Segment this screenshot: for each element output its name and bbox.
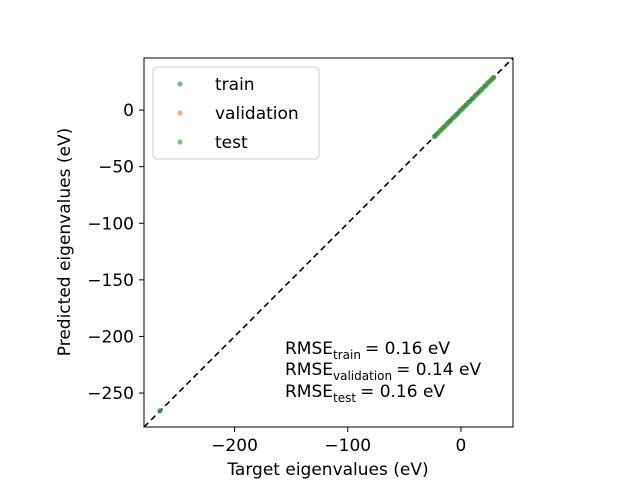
rmse-validation-annotation: RMSEvalidation = 0.14 eV (285, 360, 481, 383)
data-point-test (157, 408, 163, 414)
y-axis-label: Predicted eigenvalues (eV) (55, 128, 75, 356)
rmse-test-annotation: RMSEtest = 0.16 eV (285, 382, 445, 405)
y-tick-label: −50 (98, 158, 134, 178)
rmse-train-value: = 0.16 eV (365, 339, 450, 359)
rmse-validation-base: RMSE (285, 360, 333, 380)
legend-marker-test (177, 139, 183, 145)
legend-box (152, 66, 320, 160)
x-axis-label: Target eigenvalues (eV) (226, 460, 428, 480)
legend-label-train: train (215, 75, 255, 95)
rmse-validation-value: = 0.14 eV (396, 360, 481, 380)
rmse-train-subscript: train (333, 348, 361, 362)
x-tick-label: −100 (324, 436, 371, 456)
rmse-train-base: RMSE (285, 339, 333, 359)
rmse-test-value: = 0.16 eV (360, 382, 445, 402)
legend-label-validation: validation (215, 104, 299, 124)
y-tick-label: −100 (87, 214, 134, 234)
legend-marker-train (177, 81, 183, 87)
legend-marker-validation (177, 110, 183, 116)
series-test (157, 74, 497, 414)
rmse-train-annotation: RMSEtrain = 0.16 eV (285, 339, 450, 362)
legend: train validation test (152, 66, 320, 160)
y-tick-label: 0 (123, 101, 134, 121)
legend-label-test: test (215, 133, 248, 153)
y-tick-label: −250 (87, 384, 134, 404)
plot-frame (143, 57, 514, 428)
rmse-test-subscript: test (333, 391, 356, 405)
data-point-test (491, 74, 497, 80)
x-tick-label: −200 (211, 436, 258, 456)
x-tick-label: 0 (456, 436, 467, 456)
y-tick-label: −200 (87, 327, 134, 347)
y-tick-label: −150 (87, 271, 134, 291)
rmse-validation-subscript: validation (333, 369, 392, 383)
rmse-test-base: RMSE (285, 382, 333, 402)
